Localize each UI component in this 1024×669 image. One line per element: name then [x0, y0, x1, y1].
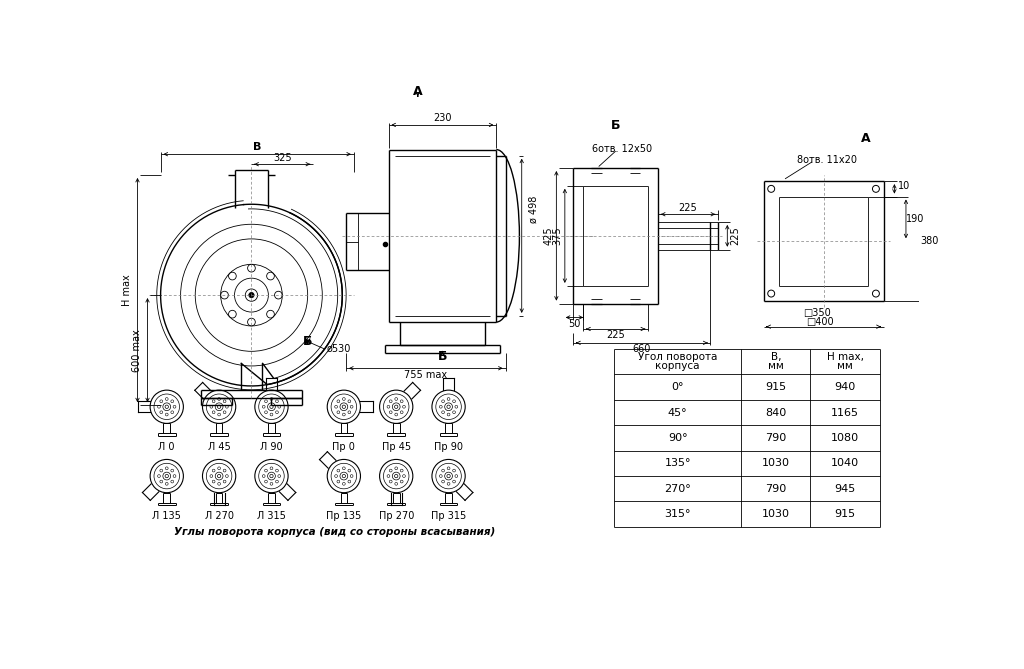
Text: 840: 840 — [765, 407, 786, 417]
Text: Л 270: Л 270 — [205, 511, 233, 521]
Text: 0°: 0° — [672, 382, 684, 392]
Text: 790: 790 — [765, 484, 786, 494]
Text: 915: 915 — [835, 509, 856, 519]
Text: Л 315: Л 315 — [257, 511, 286, 521]
Text: 270°: 270° — [665, 484, 691, 494]
Text: В: В — [253, 142, 261, 151]
Text: В,: В, — [771, 352, 781, 362]
Text: 1030: 1030 — [762, 458, 790, 468]
Text: Л 90: Л 90 — [260, 442, 283, 452]
Text: Б: Б — [303, 334, 312, 348]
Text: 45°: 45° — [668, 407, 687, 417]
Text: Пр 45: Пр 45 — [382, 442, 411, 452]
Text: 1165: 1165 — [831, 407, 859, 417]
Text: ø 498: ø 498 — [528, 195, 539, 223]
Text: 1040: 1040 — [831, 458, 859, 468]
Text: 1080: 1080 — [831, 433, 859, 443]
Text: Пр 135: Пр 135 — [327, 511, 361, 521]
Text: мм: мм — [838, 361, 853, 371]
Text: 225: 225 — [679, 203, 697, 213]
Text: Пр 90: Пр 90 — [434, 442, 463, 452]
Text: корпуса: корпуса — [655, 361, 699, 371]
Text: А: А — [413, 86, 423, 98]
Circle shape — [249, 292, 254, 298]
Text: 230: 230 — [433, 113, 452, 123]
Text: 660: 660 — [633, 344, 651, 354]
Text: 940: 940 — [835, 382, 856, 392]
Text: 755 max: 755 max — [404, 370, 447, 380]
Text: 315°: 315° — [665, 509, 691, 519]
Text: □400: □400 — [806, 317, 834, 327]
Text: Пр 270: Пр 270 — [379, 511, 414, 521]
Text: H max,: H max, — [826, 352, 863, 362]
Text: А: А — [861, 132, 870, 145]
Text: 600 max: 600 max — [132, 328, 141, 371]
Text: Углы поворота корпуса (вид со стороны всасывания): Углы поворота корпуса (вид со стороны вс… — [174, 527, 496, 537]
Text: Б: Б — [437, 350, 447, 363]
Text: мм: мм — [768, 361, 783, 371]
Text: Л 45: Л 45 — [208, 442, 230, 452]
Text: H max: H max — [122, 274, 132, 306]
Text: 225: 225 — [606, 330, 625, 340]
Text: 425: 425 — [544, 227, 554, 245]
Text: 325: 325 — [273, 153, 292, 163]
Text: Л 0: Л 0 — [159, 442, 175, 452]
Text: 90°: 90° — [668, 433, 687, 443]
Text: 945: 945 — [835, 484, 856, 494]
Text: 50: 50 — [568, 318, 581, 328]
Text: Пр 315: Пр 315 — [431, 511, 466, 521]
Text: 10: 10 — [897, 181, 909, 191]
Text: Л 135: Л 135 — [153, 511, 181, 521]
Text: 375: 375 — [552, 227, 562, 245]
Text: 6отв. 12х50: 6отв. 12х50 — [592, 144, 652, 154]
Text: 380: 380 — [920, 236, 938, 246]
Text: 225: 225 — [730, 226, 740, 246]
Text: 915: 915 — [765, 382, 786, 392]
Text: 1030: 1030 — [762, 509, 790, 519]
Text: 190: 190 — [906, 214, 925, 224]
Text: 8отв. 11х20: 8отв. 11х20 — [798, 155, 857, 165]
Text: ø530: ø530 — [327, 344, 350, 354]
Text: Угол поворота: Угол поворота — [638, 352, 718, 362]
Text: □350: □350 — [804, 308, 831, 318]
Text: 790: 790 — [765, 433, 786, 443]
Text: 135°: 135° — [665, 458, 691, 468]
Text: Б: Б — [611, 119, 621, 132]
Text: Пр 0: Пр 0 — [333, 442, 355, 452]
